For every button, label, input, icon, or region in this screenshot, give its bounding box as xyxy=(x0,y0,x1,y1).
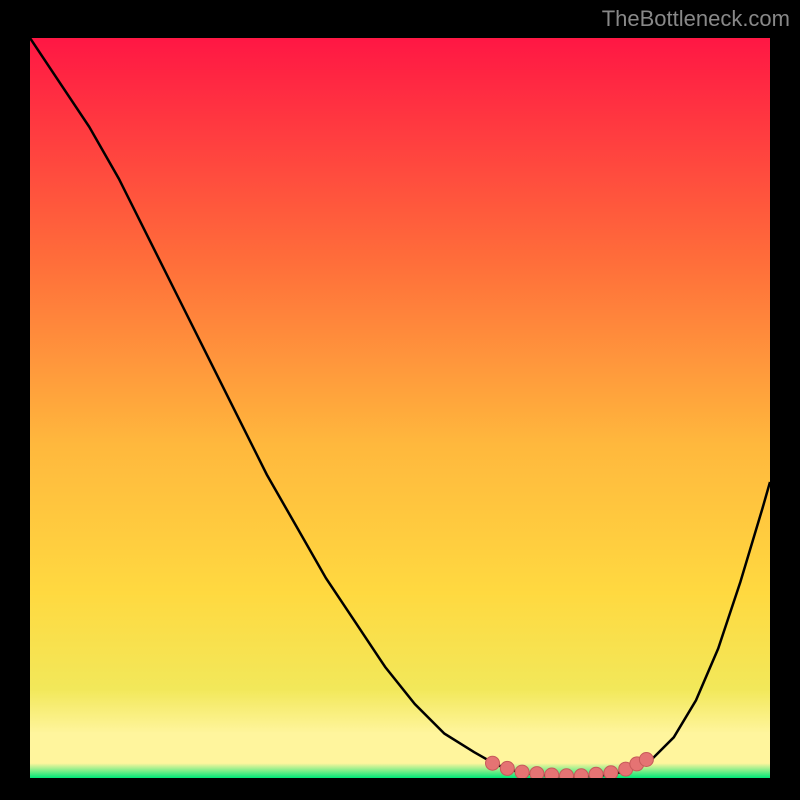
bottleneck-curve xyxy=(30,38,770,777)
chart-container: TheBottleneck.com xyxy=(0,0,800,800)
marker-dot xyxy=(604,766,618,778)
watermark-text: TheBottleneck.com xyxy=(602,6,790,32)
marker-dot xyxy=(589,767,603,778)
marker-dot xyxy=(500,761,514,775)
marker-dot xyxy=(515,765,529,778)
marker-dot xyxy=(486,756,500,770)
plot-area xyxy=(30,38,770,778)
marker-dot xyxy=(639,753,653,767)
marker-dot xyxy=(545,768,559,778)
marker-dot xyxy=(530,767,544,778)
marker-dot xyxy=(574,769,588,778)
curve-layer xyxy=(30,38,770,778)
curve-markers xyxy=(486,753,654,779)
marker-dot xyxy=(560,769,574,778)
